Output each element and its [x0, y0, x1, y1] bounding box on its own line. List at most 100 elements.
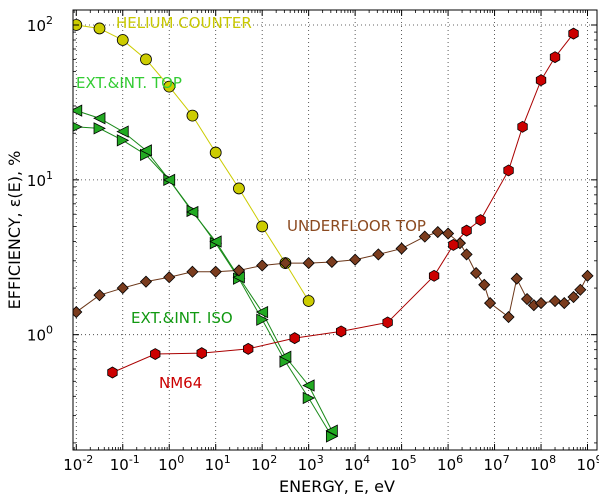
x-tick-base: 10	[484, 456, 503, 474]
ext-int-top-point	[256, 313, 269, 326]
underfloor-top-point	[395, 242, 408, 255]
ext-int-iso-point	[139, 144, 152, 157]
underfloor-top-point	[325, 255, 338, 269]
ext-int-iso-point	[325, 424, 338, 437]
axis-ticks	[73, 10, 597, 450]
underfloor-top-point	[520, 292, 534, 306]
x-tick-exponent: 6	[456, 453, 463, 466]
underfloor-top-point	[510, 272, 523, 285]
ext-int-top-point	[116, 134, 130, 147]
underfloor-top-label: UNDERFLOOR TOP	[287, 217, 426, 235]
ext-int-iso-point	[186, 205, 199, 219]
x-tick-base: 10	[158, 456, 177, 474]
underfloor-top-point	[279, 257, 292, 270]
nm64-point	[448, 238, 459, 251]
x-tick-label: 106	[437, 453, 463, 474]
x-tick-exponent: 2	[270, 453, 277, 466]
nm64-point	[535, 74, 547, 87]
underfloor-top-point	[502, 310, 515, 324]
underfloor-top-point	[581, 269, 594, 282]
underfloor-top-point	[139, 275, 153, 288]
nm64-point	[549, 51, 561, 64]
x-tick-exponent: 3	[317, 453, 324, 466]
nm64-point	[517, 120, 528, 133]
underfloor-top-point	[478, 278, 491, 291]
ext-int-iso-point	[209, 235, 222, 248]
nm64-label: NM64	[159, 374, 202, 392]
helium-counter-point	[163, 80, 176, 93]
y-tick-label: 102	[27, 14, 53, 35]
x-tick-exponent: 0	[177, 453, 184, 466]
x-tick-exponent: 7	[503, 453, 510, 466]
underfloor-top-point	[163, 271, 176, 284]
x-tick-base: 10	[530, 456, 549, 474]
underfloor-top-point	[431, 225, 444, 239]
series-labels: HELIUM COUNTER EXT.&INT. TOP EXT.&INT. ISO…	[76, 14, 426, 392]
ext-int-top-point	[73, 121, 83, 132]
ext-int-iso-point	[255, 305, 269, 319]
x-tick-base: 10	[110, 456, 129, 474]
underfloor-top-point	[349, 253, 362, 266]
underfloor-top-point	[418, 230, 431, 243]
underfloor-top-point	[116, 282, 129, 295]
nm64-point	[382, 316, 393, 329]
underfloor-top-point	[574, 283, 587, 296]
underfloor-top-point	[186, 265, 199, 278]
ext-int-iso-label: EXT.&INT. ISO	[131, 309, 233, 327]
y-tick-exponent: 0	[46, 324, 53, 337]
nm64-point	[568, 27, 579, 40]
x-tick-label: 101	[205, 453, 231, 474]
plot-frame	[72, 9, 598, 451]
nm64-line	[112, 33, 574, 373]
x-tick-base: 10	[576, 456, 595, 474]
helium-counter-point	[302, 295, 315, 307]
nm64-point	[196, 347, 207, 360]
x-tick-base: 10	[298, 456, 317, 474]
x-tick-label: 100	[158, 453, 184, 474]
x-tick-exponent: 1	[224, 453, 231, 466]
x-tick-label: 105	[391, 453, 417, 474]
underfloor-top-point	[558, 297, 571, 310]
x-tick-exponent: 9	[596, 453, 599, 466]
helium-counter-point	[233, 182, 245, 195]
x-tick-label: 108	[530, 453, 556, 474]
ext-int-top-label: EXT.&INT. TOP	[76, 74, 182, 92]
x-tick-label: 103	[298, 453, 324, 474]
underfloor-top-point	[567, 290, 580, 304]
underfloor-top-point	[442, 227, 455, 240]
nm64-point	[428, 269, 440, 282]
x-tick-exponent: -2	[82, 453, 93, 466]
underfloor-top-point	[372, 248, 385, 261]
nm64-point	[461, 224, 472, 237]
helium-counter-point	[256, 220, 269, 233]
underfloor-top-point	[460, 248, 473, 261]
x-tick-base: 10	[205, 456, 224, 474]
nm64-point	[503, 164, 514, 177]
helium-counter-point	[209, 146, 222, 159]
series-markers	[73, 19, 594, 443]
nm64-point	[243, 342, 254, 355]
underfloor-top-point	[256, 259, 269, 272]
helium-counter-label: HELIUM COUNTER	[116, 14, 252, 32]
tick-labels: 10-210-110010110210310410510610710810910…	[27, 14, 599, 474]
y-tick-label: 101	[27, 169, 53, 190]
ext-int-iso-point	[162, 173, 176, 186]
x-axis-label: ENERGY, E, eV	[279, 477, 395, 496]
underfloor-top-point	[548, 294, 562, 308]
nm64-point	[150, 348, 161, 360]
x-tick-base: 10	[391, 456, 410, 474]
y-axis-label: EFFICIENCY, ε(E), %	[5, 151, 24, 310]
underfloor-top-point	[302, 257, 315, 270]
nm64-point	[335, 325, 347, 338]
y-tick-base: 10	[27, 172, 46, 190]
x-tick-base: 10	[63, 456, 82, 474]
y-tick-base: 10	[27, 17, 46, 35]
underfloor-top-point	[483, 297, 497, 310]
ext-int-iso-point	[116, 125, 129, 138]
ext-int-iso-point	[93, 112, 106, 125]
x-tick-exponent: 4	[363, 453, 370, 466]
x-tick-base: 10	[437, 456, 456, 474]
nm64-point	[475, 214, 486, 227]
